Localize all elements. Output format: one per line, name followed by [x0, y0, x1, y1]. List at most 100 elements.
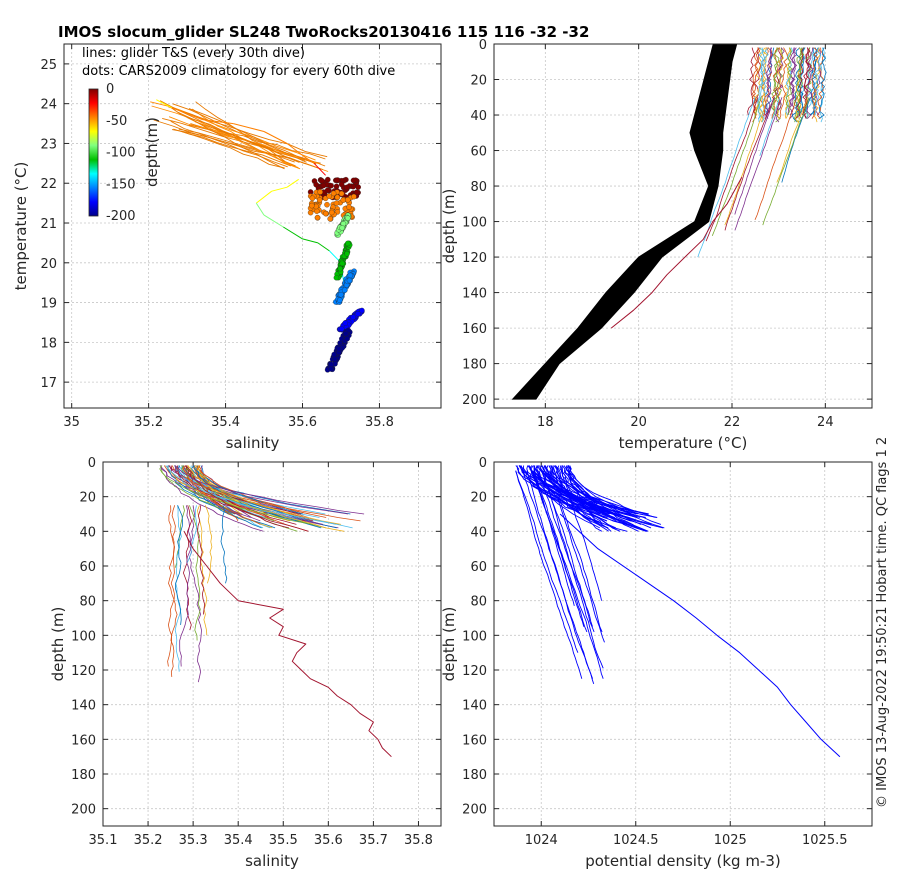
- temp-y-tick-label: 160: [462, 322, 487, 337]
- dens-glider-profile: [567, 465, 656, 518]
- figure-title: IMOS slocum_glider SL248 TwoRocks2013041…: [58, 23, 589, 41]
- temp-glider-tail: [711, 97, 762, 236]
- ts-glider-profile-segment: [233, 123, 265, 132]
- ts-climatology-dot: [309, 202, 315, 209]
- sal-deep-profile: [183, 531, 392, 758]
- colorbar-tick-label: -200: [106, 209, 136, 224]
- colorbar: [88, 88, 99, 217]
- sal-plot-area: [103, 462, 441, 826]
- dens-axes: 1024 1024.5 1025 1025.5 0 20 40 60 80 100 120 140 16…: [440, 456, 873, 870]
- ts-climatology-dot: [330, 190, 337, 197]
- sal-x-axis-label: salinity: [245, 852, 299, 870]
- temp-glider-profile: [811, 47, 819, 119]
- sal-y-tick-label: 0: [88, 456, 96, 471]
- sal-x-tick-label: 35.6: [314, 833, 343, 848]
- temp-glider-profile: [775, 47, 784, 123]
- temp-glider-profile: [797, 47, 805, 119]
- ts-climatology-dot: [355, 184, 361, 190]
- dens-x-tick-label: 1024.5: [613, 833, 659, 848]
- dens-y-tick-label: 120: [462, 664, 487, 679]
- dens-glider-profile: [567, 465, 662, 525]
- dens-y-tick-label: 0: [479, 456, 487, 471]
- ts-glider-profile-segment: [255, 202, 265, 216]
- dens-x-tick-label: 1025.5: [802, 833, 848, 848]
- ts-climatology-dot: [351, 193, 357, 200]
- ts-glider-profile-segment: [263, 214, 284, 228]
- dens-x-tick-label: 1024: [525, 833, 558, 848]
- ts-climatology-dot: [338, 190, 345, 197]
- ts-glider-profile-segment: [302, 154, 315, 164]
- temp-y-tick-label: 80: [470, 180, 487, 195]
- ts-climatology-dot: [344, 184, 350, 191]
- temp-glider-profile: [764, 47, 775, 116]
- ts-y-tick-label: 21: [40, 217, 57, 232]
- temp-glider-profile: [761, 47, 769, 123]
- dens-plot-area: [494, 462, 872, 826]
- dens-glider-profile: [554, 465, 609, 532]
- ts-climatology-dot: [337, 265, 344, 272]
- temp-glider-profile: [792, 47, 802, 123]
- ts-glider-surface-line: [167, 104, 285, 170]
- ts-frame: [63, 43, 442, 409]
- temp-glider-profile: [803, 47, 812, 119]
- ts-climatology-dot: [338, 181, 345, 188]
- sal-glider-tail: [197, 505, 205, 615]
- sal-y-tick-label: 20: [79, 491, 96, 506]
- ts-glider-surface-line: [195, 101, 286, 162]
- ts-climatology-dot: [334, 194, 341, 201]
- ts-climatology-dot: [309, 195, 316, 202]
- ts-climatology-dot: [327, 216, 333, 222]
- ts-y-tick-label: 24: [40, 98, 57, 113]
- ts-climatology-dot: [331, 351, 337, 358]
- ts-climatology-dot: [345, 215, 351, 221]
- temp-glider-profile: [806, 47, 814, 119]
- sal-glider-profile: [165, 465, 353, 529]
- temp-glider-tail: [734, 97, 775, 215]
- ts-y-tick-label: 18: [40, 336, 57, 351]
- ts-climatology-dot: [338, 291, 344, 298]
- sal-x-tick-label: 35.3: [179, 833, 208, 848]
- temp-glider-profile: [818, 47, 827, 119]
- dens-x-tick-label: 1025: [714, 833, 747, 848]
- temp-climatology-band: [511, 43, 738, 400]
- dens-glider-tail: [526, 470, 594, 679]
- ts-climatology-dot: [340, 197, 346, 203]
- dens-glider-tail: [541, 470, 595, 633]
- sal-glider-tail: [183, 505, 192, 631]
- ts-glider-surface-line: [177, 111, 300, 163]
- dens-glider-profile: [548, 465, 639, 515]
- ts-climatology-dot: [341, 287, 348, 293]
- sal-glider-profile: [190, 465, 266, 518]
- sal-x-tick-label: 35.7: [359, 833, 388, 848]
- ts-x-tick-label: 35: [63, 415, 80, 430]
- sal-x-tick-label: 35.8: [404, 833, 433, 848]
- ts-glider-surface-line: [188, 108, 317, 165]
- sal-glider-profile: [174, 465, 243, 518]
- ts-glider-profile-segment: [283, 226, 303, 240]
- dens-y-tick-label: 200: [462, 803, 487, 818]
- dens-deep-profile: [559, 513, 841, 758]
- ts-plot-area: [64, 44, 441, 408]
- sal-glider-profile: [187, 465, 345, 532]
- ts-climatology-dot: [345, 240, 351, 247]
- ts-y-tick-label: 25: [40, 58, 57, 73]
- dens-y-tick-label: 40: [470, 525, 487, 540]
- sal-x-tick-label: 35.4: [224, 833, 253, 848]
- colorbar-label: depth(m): [143, 117, 161, 187]
- ts-climatology-dot: [333, 183, 340, 190]
- temp-y-tick-label: 40: [470, 109, 487, 124]
- ts-climatology-dot: [316, 197, 323, 203]
- dens-frame: [493, 461, 873, 827]
- sal-y-tick-label: 200: [71, 803, 96, 818]
- temp-y-tick-label: 200: [462, 393, 487, 408]
- dens-glider-tail: [531, 470, 588, 633]
- temp-frame: [493, 43, 873, 409]
- ts-glider-profile-segment: [171, 107, 203, 121]
- dens-y-tick-label: 160: [462, 733, 487, 748]
- ts-x-tick-label: 35.4: [211, 415, 240, 430]
- ts-climatology-dot: [324, 201, 330, 208]
- ts-climatology-dot: [317, 189, 323, 195]
- temp-axes: 18 20 22 24 0 20 40 60 80 100 120 140 160 180 200 tempe…: [440, 38, 873, 452]
- dens-glider-tail: [549, 470, 605, 643]
- ts-axes: 35 35.2 35.4 35.6 35.8 17 18 19 20 21 22 23 24 25 sali…: [12, 43, 442, 452]
